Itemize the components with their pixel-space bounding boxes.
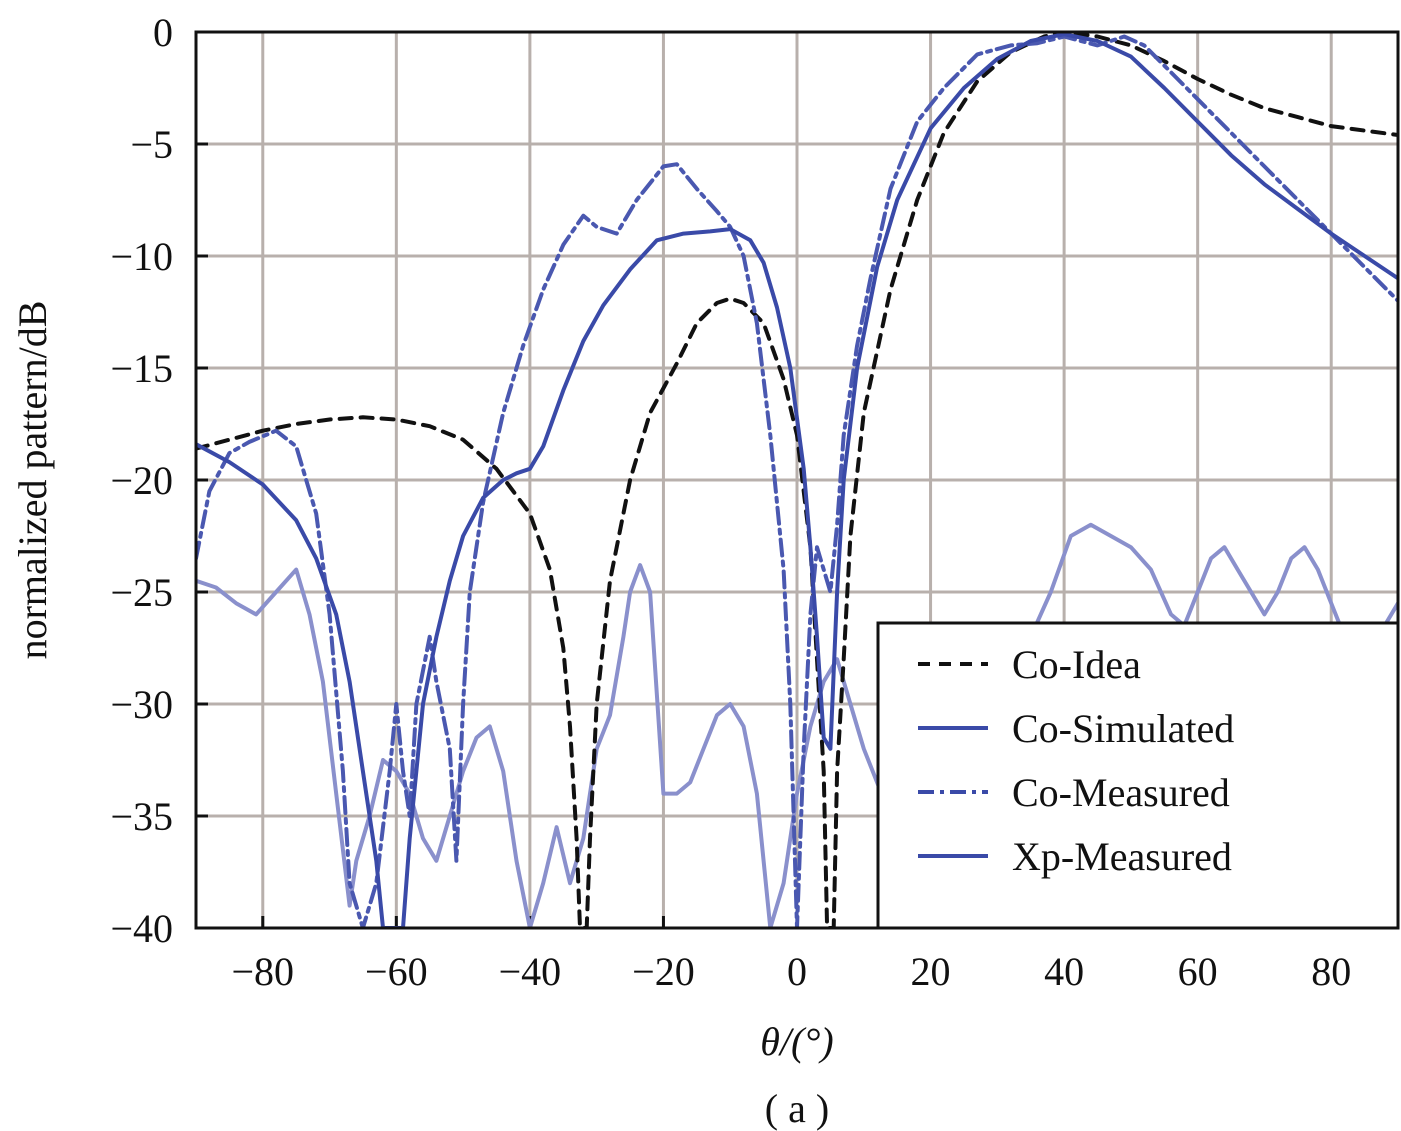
- series-line-co-simulated: [196, 32, 1398, 928]
- y-tick-label: −20: [110, 458, 173, 503]
- legend: Co-Idea Co-Simulated Co-Measured Xp-Measure…: [876, 621, 1400, 930]
- legend-label: Xp-Measured: [1012, 834, 1232, 879]
- y-tick-label: −25: [110, 570, 173, 615]
- panel-label: ( a ): [765, 1086, 829, 1131]
- y-axis-title: normalized pattern/dB: [10, 301, 55, 660]
- x-tick-label: −80: [231, 949, 294, 994]
- x-tick-label: −60: [365, 949, 428, 994]
- y-tick-labels: 0 −5 −10 −15 −20 −25 −30 −35 −40: [110, 10, 173, 951]
- x-tick-label: 80: [1311, 949, 1351, 994]
- legend-label: Co-Idea: [1012, 642, 1141, 687]
- x-tick-labels: −80 −60 −40 −20 0 20 40 60 80: [231, 949, 1351, 994]
- legend-label: Co-Simulated: [1012, 706, 1234, 751]
- x-tick-label: 60: [1178, 949, 1218, 994]
- y-tick-label: −30: [110, 682, 173, 727]
- plot-frame: [194, 30, 1400, 930]
- legend-box: [876, 621, 1400, 930]
- series-line-co-measured: [196, 34, 1398, 928]
- y-tick-label: −10: [110, 234, 173, 279]
- y-tick-label: −5: [130, 122, 173, 167]
- series-line-co-idea: [196, 32, 1398, 928]
- y-tick-label: −15: [110, 346, 173, 391]
- legend-label: Co-Measured: [1012, 770, 1230, 815]
- x-axis-title: θ/(°): [760, 1019, 833, 1064]
- x-tick-label: 40: [1044, 949, 1084, 994]
- legend-items: Co-Idea Co-Simulated Co-Measured Xp-Measure…: [918, 642, 1234, 879]
- y-tick-label: 0: [153, 10, 173, 55]
- x-tick-label: −20: [632, 949, 695, 994]
- y-tick-label: −40: [110, 906, 173, 951]
- y-tick-label: −35: [110, 794, 173, 839]
- x-tick-label: 0: [787, 949, 807, 994]
- x-tick-label: 20: [911, 949, 951, 994]
- series-layer: [196, 32, 1398, 928]
- x-tick-label: −40: [499, 949, 562, 994]
